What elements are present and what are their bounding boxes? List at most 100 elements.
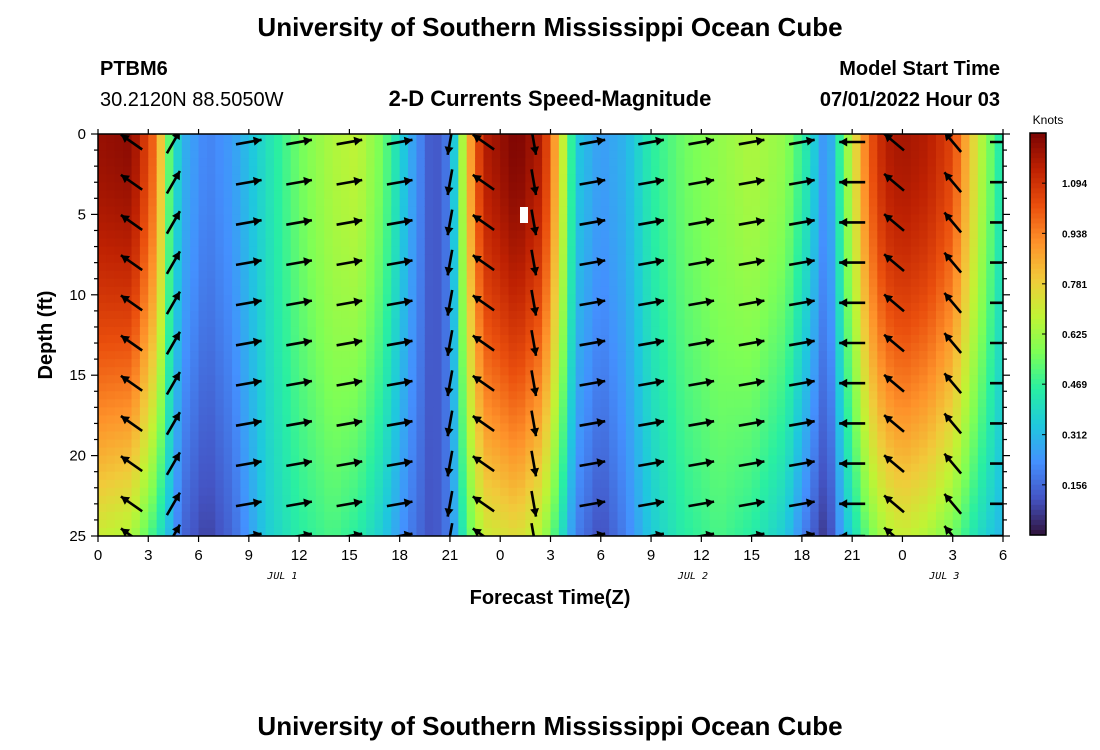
heatmap-cell — [466, 270, 476, 280]
heatmap-cell — [349, 302, 359, 312]
heatmap-cell — [240, 455, 250, 465]
heatmap-cell — [156, 150, 166, 159]
heatmap-cell — [181, 367, 191, 376]
heatmap-cell — [399, 447, 409, 457]
heatmap-cell — [114, 407, 124, 416]
heatmap-cell — [257, 399, 267, 408]
heatmap-cell — [198, 335, 208, 344]
heatmap-cell — [232, 302, 242, 312]
heatmap-cell — [391, 286, 401, 296]
heatmap-cell — [768, 527, 778, 536]
heatmap-cell — [265, 190, 275, 199]
heatmap-cell — [726, 238, 736, 248]
heatmap-cell — [232, 174, 242, 183]
heatmap-cell — [416, 182, 426, 191]
heatmap-cell — [114, 335, 124, 344]
heatmap-cell — [123, 166, 133, 175]
heatmap-cell — [827, 214, 837, 224]
heatmap-cell — [701, 198, 711, 207]
heatmap-cell — [592, 479, 602, 489]
heatmap-cell — [785, 246, 795, 256]
heatmap-cell — [793, 158, 803, 167]
heatmap-cell — [827, 391, 837, 400]
heatmap-cell — [449, 383, 459, 392]
heatmap-cell — [533, 214, 543, 224]
heatmap-cell — [458, 166, 468, 175]
heatmap-cell — [634, 246, 644, 256]
heatmap-cell — [475, 439, 485, 449]
heatmap-cell — [349, 479, 359, 489]
heatmap-cell — [600, 182, 610, 191]
heatmap-cell — [793, 166, 803, 175]
heatmap-cell — [307, 415, 317, 425]
heatmap-cell — [516, 278, 526, 288]
heatmap-cell — [877, 487, 887, 497]
heatmap-cell — [793, 455, 803, 465]
heatmap-cell — [441, 391, 451, 400]
heatmap-cell — [692, 351, 702, 360]
heatmap-cell — [315, 254, 325, 264]
heatmap-cell — [324, 479, 334, 489]
heatmap-cell — [852, 254, 862, 264]
heatmap-cell — [374, 174, 384, 183]
heatmap-cell — [232, 230, 242, 240]
heatmap-cell — [508, 214, 518, 224]
heatmap-cell — [575, 190, 585, 199]
heatmap-cell — [609, 359, 619, 368]
heatmap-cell — [827, 174, 837, 183]
heatmap-cell — [483, 158, 493, 167]
heatmap-cell — [232, 142, 242, 151]
heatmap-cell — [852, 214, 862, 224]
heatmap-cell — [190, 359, 200, 368]
heatmap-cell — [709, 503, 719, 513]
heatmap-cell — [139, 423, 149, 433]
heatmap-cell — [441, 302, 451, 312]
heatmap-cell — [257, 326, 267, 336]
heatmap-cell — [273, 198, 283, 207]
heatmap-cell — [567, 391, 577, 400]
heatmap-cell — [324, 343, 334, 352]
heatmap-cell — [785, 391, 795, 400]
heatmap-cell — [684, 182, 694, 191]
heatmap-cell — [835, 415, 845, 425]
heatmap-cell — [391, 326, 401, 336]
heatmap-cell — [341, 495, 350, 505]
heatmap-cell — [148, 270, 158, 280]
heatmap-cell — [684, 423, 694, 433]
heatmap-cell — [894, 230, 904, 240]
heatmap-cell — [148, 238, 158, 248]
heatmap-cell — [600, 198, 610, 207]
heatmap-cell — [265, 270, 275, 280]
heatmap-cell — [525, 343, 535, 352]
heatmap-cell — [399, 238, 409, 248]
heatmap-cell — [441, 375, 451, 384]
heatmap-cell — [265, 439, 275, 449]
heatmap-cell — [533, 439, 543, 449]
heatmap-cell — [525, 166, 535, 175]
heatmap-cell — [508, 447, 518, 457]
heatmap-cell — [567, 286, 577, 296]
heatmap-cell — [726, 158, 736, 167]
heatmap-cell — [181, 343, 191, 352]
heatmap-cell — [793, 254, 803, 264]
heatmap-cell — [525, 134, 535, 143]
heatmap-cell — [550, 503, 560, 513]
heatmap-cell — [391, 383, 401, 392]
heatmap-cell — [810, 278, 820, 288]
heatmap-cell — [885, 447, 895, 457]
heatmap-cell — [248, 471, 258, 481]
heatmap-cell — [776, 302, 786, 312]
heatmap-cell — [491, 415, 501, 425]
heatmap-cell — [500, 351, 510, 360]
heatmap-cell — [500, 503, 510, 513]
heatmap-cell — [282, 399, 292, 408]
heatmap-cell — [852, 439, 862, 449]
heatmap-cell — [927, 174, 937, 183]
heatmap-cell — [98, 294, 107, 304]
heatmap-cell — [466, 294, 476, 304]
heatmap-cell — [701, 367, 711, 376]
heatmap-cell — [466, 487, 476, 497]
heatmap-cell — [835, 527, 845, 536]
heatmap-cell — [709, 367, 719, 376]
heatmap-cell — [374, 142, 384, 151]
